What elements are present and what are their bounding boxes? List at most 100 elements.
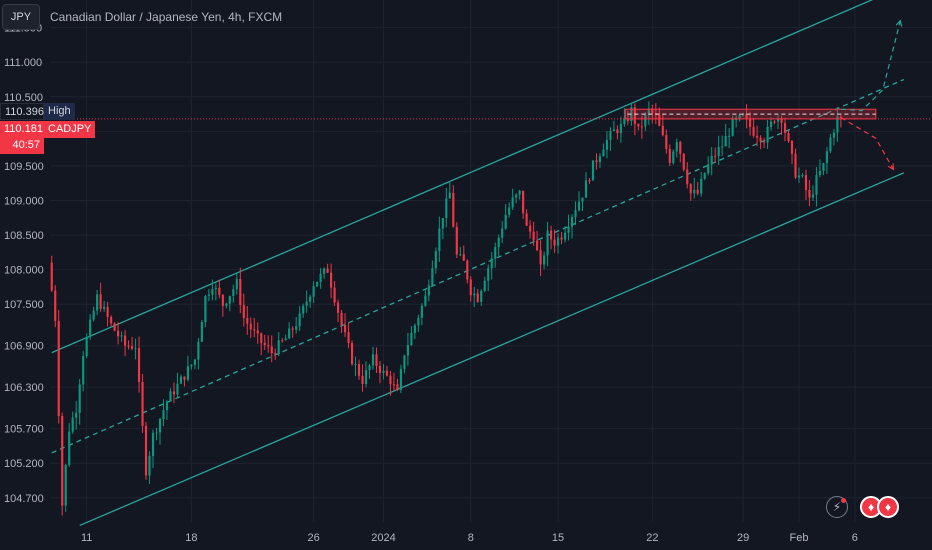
candle-body <box>340 312 343 326</box>
candle-body <box>361 375 364 385</box>
candle-body <box>532 231 535 241</box>
candle-body <box>494 246 497 259</box>
candle-body <box>134 348 137 350</box>
candle-body <box>567 226 570 233</box>
candle-body <box>707 164 710 174</box>
candle-body <box>462 254 465 261</box>
candle-body <box>724 136 727 147</box>
candle-body <box>127 345 130 347</box>
candle-body <box>570 217 574 227</box>
candle-body <box>64 464 67 506</box>
candle-body <box>68 431 71 465</box>
candle-body <box>249 323 252 330</box>
bearish-projection <box>840 116 894 170</box>
candle-body <box>410 332 413 346</box>
candle-body <box>141 381 144 426</box>
candle-body <box>274 353 277 355</box>
bar-countdown-tag: 40:57 <box>0 137 44 154</box>
candle-body <box>825 151 829 164</box>
candle-body <box>511 197 514 208</box>
candle-body <box>832 132 835 138</box>
candle-body <box>316 281 319 287</box>
candle-body <box>193 359 196 365</box>
candle-body <box>742 114 745 116</box>
candle-body <box>253 329 256 331</box>
candle-body <box>556 237 560 246</box>
candle-body <box>661 125 664 136</box>
candle-body <box>623 119 626 124</box>
x-tick-label: 22 <box>646 532 658 544</box>
candle-body <box>756 135 759 138</box>
candle-body <box>343 325 347 333</box>
candle-body <box>448 192 451 199</box>
candle-body <box>232 289 235 297</box>
candle-body <box>790 141 794 154</box>
candle-body <box>749 118 752 128</box>
candle-body <box>591 160 595 181</box>
candle-body <box>644 114 647 127</box>
candle-body <box>508 207 511 215</box>
candle-body <box>89 319 92 337</box>
candle-body <box>256 330 259 334</box>
candle-body <box>801 175 804 177</box>
y-tick-label: 105.700 <box>4 424 44 436</box>
candle-body <box>162 410 165 419</box>
candle-body <box>103 306 106 309</box>
candle-body <box>811 194 815 198</box>
candle-body <box>455 226 458 255</box>
candle-body <box>668 148 671 163</box>
candle-body <box>728 135 731 137</box>
candle-body <box>804 175 808 191</box>
candle-body <box>584 180 588 198</box>
candle-body <box>679 141 682 154</box>
candle-body <box>815 175 818 195</box>
candle-body <box>626 119 629 122</box>
y-tick-label: 109.500 <box>4 161 44 173</box>
candle-body <box>549 230 553 240</box>
candle-body <box>783 123 787 133</box>
bullish-projection <box>840 20 901 112</box>
candle-body <box>780 118 783 124</box>
candle-body <box>120 335 123 337</box>
candle-body <box>172 391 176 395</box>
candle-body <box>326 268 329 273</box>
candle-body <box>518 190 521 195</box>
channel-upper-line <box>51 0 874 354</box>
lightning-icon[interactable]: ⚡ <box>826 496 848 518</box>
candle-body <box>605 139 609 150</box>
y-tick-label: 109.000 <box>4 196 44 208</box>
candle-body <box>640 126 643 128</box>
candle-body <box>776 118 780 122</box>
symbol-search-button[interactable]: JPY <box>2 4 40 30</box>
candle-body <box>302 305 305 314</box>
candle-body <box>466 260 469 280</box>
x-tick-label: 6 <box>852 532 858 544</box>
candle-body <box>406 345 409 356</box>
candle-body <box>239 278 242 305</box>
y-tick-label: 108.000 <box>4 265 44 277</box>
candle-body <box>501 228 504 238</box>
annotations <box>50 19 932 171</box>
candle-body <box>106 306 109 317</box>
candle-body <box>616 129 619 134</box>
candle-body <box>525 213 528 226</box>
candle-body <box>396 384 399 391</box>
candle-body <box>539 250 542 265</box>
candle-body <box>427 285 430 296</box>
channel-mid-line <box>51 78 905 454</box>
candle-body <box>295 326 298 330</box>
candle-body <box>130 346 134 349</box>
candle-body <box>766 126 769 143</box>
candle-body <box>588 180 591 182</box>
candle-body <box>392 384 396 386</box>
candle-body <box>197 341 200 360</box>
candle-body <box>263 342 266 346</box>
candle-body <box>473 293 476 296</box>
y-tick-label: 108.500 <box>4 230 44 242</box>
canada-flag-icon[interactable]: ♦ <box>877 496 899 518</box>
y-tick-label: 105.200 <box>4 458 44 470</box>
candle-body <box>476 293 479 302</box>
candle-body <box>637 123 640 127</box>
candle-body <box>619 123 622 134</box>
